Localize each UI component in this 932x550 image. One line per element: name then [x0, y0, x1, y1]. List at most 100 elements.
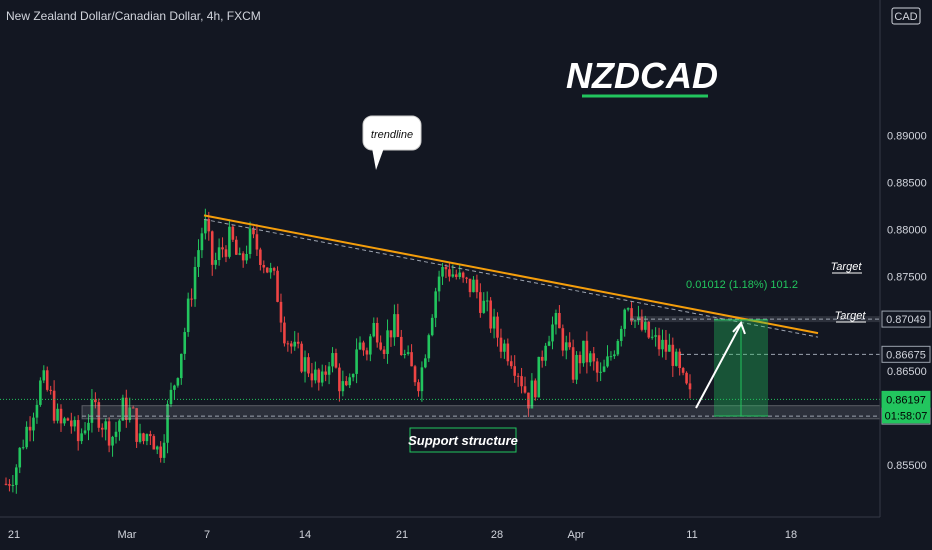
candle-down: [49, 389, 52, 391]
candle-down: [585, 340, 589, 363]
candle-down: [513, 366, 517, 376]
candle-up: [386, 330, 389, 354]
candle-down: [671, 344, 675, 366]
candle-up: [42, 370, 46, 381]
candle-down: [234, 239, 238, 255]
candle-up: [668, 344, 671, 352]
candle-up: [547, 341, 551, 346]
candle-up: [197, 250, 200, 267]
candle-up: [427, 335, 431, 359]
candle-down: [647, 321, 651, 338]
candle-up: [420, 367, 424, 392]
candle-down: [100, 427, 104, 430]
candle-down: [317, 369, 321, 383]
x-tick-label: 11: [686, 529, 697, 541]
candle-down: [523, 386, 527, 393]
candle-down: [344, 381, 348, 386]
candle-down: [265, 267, 269, 273]
candle-up: [434, 291, 437, 318]
candle-up: [179, 353, 183, 379]
candle-up: [25, 426, 28, 448]
trendline-callout-label: trendline: [371, 129, 413, 141]
candle-down: [255, 234, 259, 250]
candle-down: [324, 371, 327, 375]
candle-down: [444, 267, 448, 270]
countdown-label: 01:58:07: [885, 410, 928, 422]
candle-up: [155, 446, 159, 450]
candle-up: [183, 332, 187, 354]
candle-down: [135, 408, 138, 442]
candle-up: [228, 226, 231, 257]
candle-down: [94, 399, 97, 403]
candle-down: [279, 301, 283, 323]
price-tag-label: 0.87049: [886, 314, 926, 326]
candle-up: [90, 399, 94, 423]
candle-up: [393, 314, 396, 338]
candle-up: [537, 356, 541, 398]
candle-down: [259, 249, 262, 265]
candle-down: [454, 274, 458, 277]
candle-up: [145, 434, 149, 442]
candle-up: [87, 422, 90, 431]
candle-down: [262, 264, 266, 268]
candle-up: [451, 274, 455, 277]
candle-up: [39, 380, 42, 405]
candle-down: [561, 328, 565, 351]
candle-down: [131, 407, 135, 409]
candle-up: [303, 357, 307, 372]
candle-up: [121, 397, 125, 421]
candle-down: [461, 272, 465, 278]
candle-down: [4, 483, 8, 485]
candle-down: [8, 484, 11, 486]
trendline[interactable]: [203, 214, 819, 335]
candle-up: [56, 408, 59, 421]
candle-up: [73, 420, 77, 427]
currency-badge[interactable]: [891, 7, 921, 25]
candle-down: [681, 368, 685, 373]
candle-down: [571, 347, 575, 380]
candle-up: [83, 430, 87, 434]
candle-up: [238, 253, 242, 255]
candle-up: [111, 436, 114, 446]
candle-up: [348, 377, 352, 386]
candle-down: [578, 354, 582, 364]
candle-down: [496, 316, 499, 338]
candle-down: [52, 390, 56, 421]
trendline-callout-tail: [372, 148, 384, 170]
candle-down: [520, 376, 523, 387]
currency-badge-label: CAD: [894, 11, 917, 23]
candle-up: [554, 312, 558, 325]
trendline-callout-bubble: [362, 115, 422, 151]
y-tick-label: 0.85500: [887, 460, 927, 472]
candle-up: [248, 228, 252, 254]
candle-down: [527, 392, 530, 409]
price-tag-label: 0.86197: [886, 394, 926, 406]
candle-up: [609, 356, 613, 358]
price-tag-label: 0.86675: [886, 349, 926, 361]
candle-down: [506, 343, 510, 362]
candle-up: [564, 342, 568, 351]
price-axis: [880, 0, 932, 550]
x-tick-label: Apr: [567, 529, 584, 541]
candle-up: [589, 353, 592, 363]
candle-up: [619, 328, 623, 341]
y-tick-label: 0.88500: [887, 177, 927, 189]
x-tick-label: 21: [8, 529, 20, 541]
candle-up: [104, 421, 107, 430]
candle-up: [245, 253, 248, 261]
candle-down: [475, 279, 479, 293]
candle-down: [152, 436, 156, 450]
candle-up: [173, 385, 176, 390]
candle-up: [63, 418, 66, 424]
candle-up: [138, 433, 142, 442]
candle-down: [465, 277, 468, 279]
candle-up: [169, 389, 173, 405]
candle-up: [35, 404, 39, 418]
candle-down: [448, 269, 451, 277]
x-tick-label: 7: [204, 529, 210, 541]
candle-up: [114, 431, 118, 437]
candle-up: [32, 417, 35, 431]
